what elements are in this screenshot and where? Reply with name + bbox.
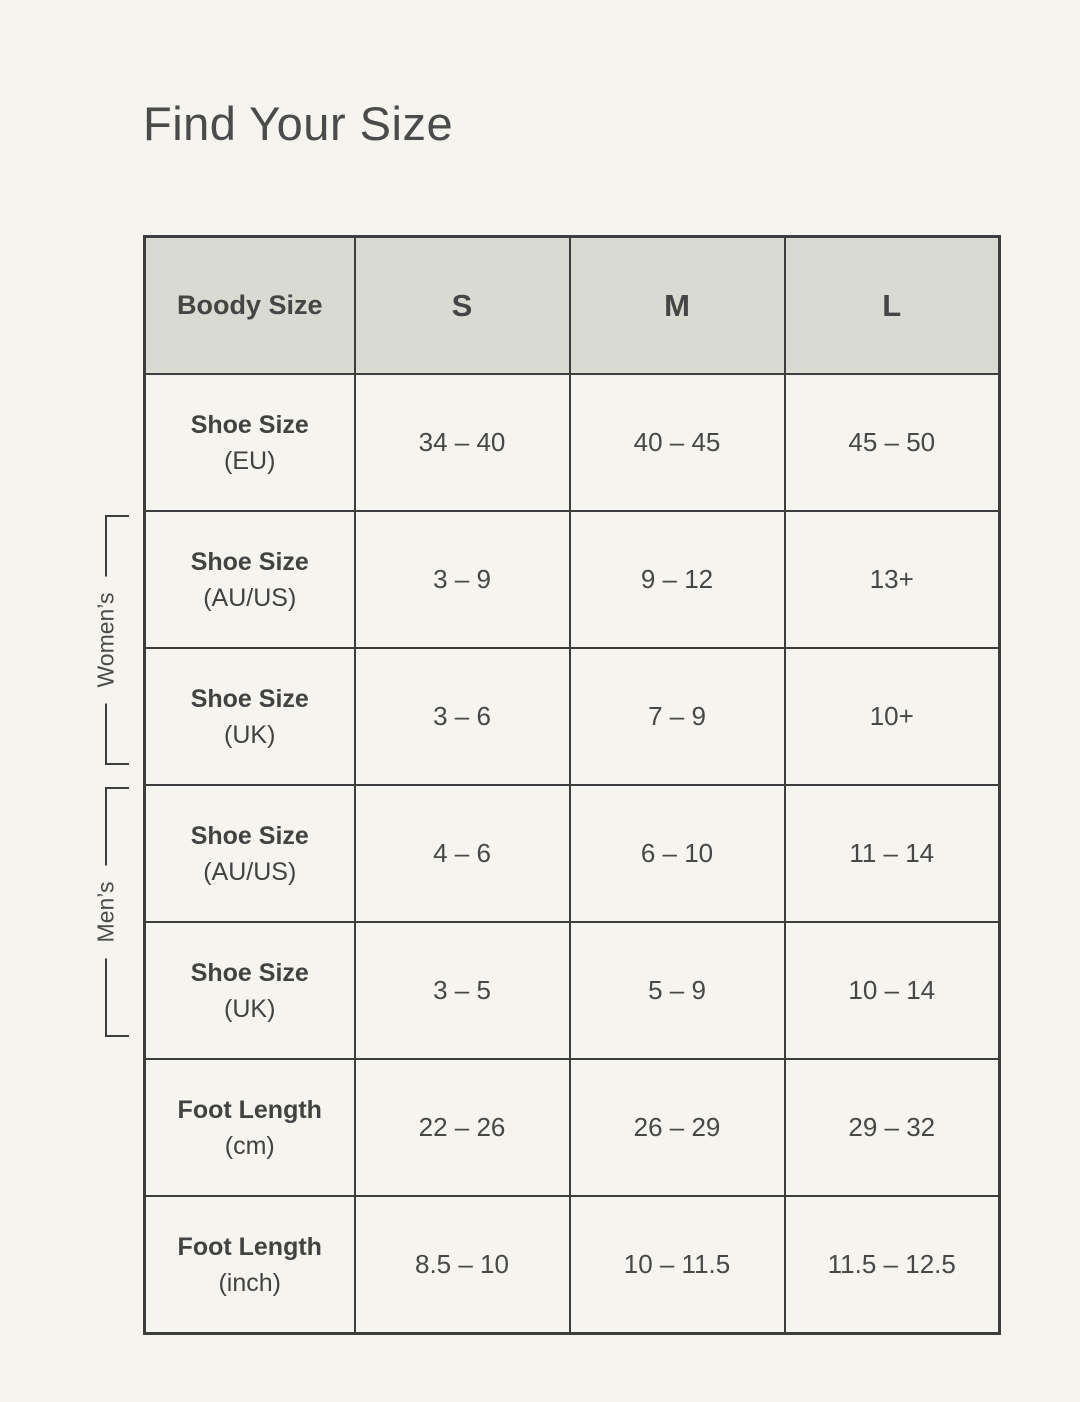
value-cell: 8.5 – 10 xyxy=(353,1195,571,1335)
value-cell: 11.5 – 12.5 xyxy=(783,1195,1001,1335)
value-cell: 26 – 29 xyxy=(568,1058,786,1197)
header-cell-size-m: M xyxy=(568,235,786,375)
table-row-womens-shoe-size-auus: Shoe Size (AU/US) 3 – 9 9 – 12 13+ xyxy=(143,510,1001,649)
value-cell: 3 – 6 xyxy=(353,647,571,786)
row-sublabel: (inch) xyxy=(218,1268,281,1297)
table-row-womens-shoe-size-uk: Shoe Size (UK) 3 – 6 7 – 9 10+ xyxy=(143,647,1001,786)
row-sublabel: (AU/US) xyxy=(203,857,297,886)
header-cell-boody-size: Boody Size xyxy=(143,235,356,375)
value-cell: 7 – 9 xyxy=(568,647,786,786)
header-row: Boody Size S M L xyxy=(143,235,1001,375)
row-label: Shoe Size xyxy=(190,821,309,850)
value-cell: 3 – 5 xyxy=(353,921,571,1060)
row-sublabel: (cm) xyxy=(224,1131,275,1160)
row-sublabel: (UK) xyxy=(224,994,276,1023)
value-cell: 45 – 50 xyxy=(783,373,1001,512)
row-label: Foot Length xyxy=(177,1232,322,1261)
value-cell: 29 – 32 xyxy=(783,1058,1001,1197)
table-row-foot-length-inch: Foot Length (inch) 8.5 – 10 10 – 11.5 11… xyxy=(143,1195,1001,1335)
row-label: Shoe Size xyxy=(190,547,309,576)
value-cell: 11 – 14 xyxy=(783,784,1001,923)
value-cell: 10 – 14 xyxy=(783,921,1001,1060)
row-label: Shoe Size xyxy=(190,958,309,987)
value-cell: 40 – 45 xyxy=(568,373,786,512)
table-row-shoe-size-eu: Shoe Size (EU) 34 – 40 40 – 45 45 – 50 xyxy=(143,373,1001,512)
row-label-cell: Shoe Size (AU/US) xyxy=(143,784,356,923)
womens-group-label: Women’s xyxy=(92,576,120,704)
row-label: Shoe Size xyxy=(190,410,309,439)
value-cell: 3 – 9 xyxy=(353,510,571,649)
table-row-foot-length-cm: Foot Length (cm) 22 – 26 26 – 29 29 – 32 xyxy=(143,1058,1001,1197)
mens-group-label: Men’s xyxy=(92,865,120,959)
row-sublabel: (EU) xyxy=(224,446,276,475)
page-title: Find Your Size xyxy=(143,97,454,150)
mens-group-bracket: Men’s xyxy=(92,787,129,1037)
womens-group-bracket: Women’s xyxy=(92,515,129,765)
table-row-mens-shoe-size-uk: Shoe Size (UK) 3 – 5 5 – 9 10 – 14 xyxy=(143,921,1001,1060)
value-cell: 13+ xyxy=(783,510,1001,649)
value-cell: 9 – 12 xyxy=(568,510,786,649)
value-cell: 10 – 11.5 xyxy=(568,1195,786,1335)
table-row-mens-shoe-size-auus: Shoe Size (AU/US) 4 – 6 6 – 10 11 – 14 xyxy=(143,784,1001,923)
row-label: Foot Length xyxy=(177,1095,322,1124)
row-label: Shoe Size xyxy=(190,684,309,713)
value-cell: 22 – 26 xyxy=(353,1058,571,1197)
value-cell: 10+ xyxy=(783,647,1001,786)
row-label-cell: Foot Length (cm) xyxy=(143,1058,356,1197)
row-label-cell: Shoe Size (UK) xyxy=(143,921,356,1060)
row-label-cell: Shoe Size (UK) xyxy=(143,647,356,786)
header-cell-size-s: S xyxy=(353,235,571,375)
row-sublabel: (AU/US) xyxy=(203,583,297,612)
value-cell: 6 – 10 xyxy=(568,784,786,923)
value-cell: 5 – 9 xyxy=(568,921,786,1060)
size-chart-table: Boody Size S M L Shoe Size (EU) 34 – 40 … xyxy=(143,235,1001,1335)
row-label-cell: Foot Length (inch) xyxy=(143,1195,356,1335)
row-sublabel: (UK) xyxy=(224,720,276,749)
value-cell: 34 – 40 xyxy=(353,373,571,512)
row-label-cell: Shoe Size (AU/US) xyxy=(143,510,356,649)
row-label-cell: Shoe Size (EU) xyxy=(143,373,356,512)
header-cell-size-l: L xyxy=(783,235,1001,375)
value-cell: 4 – 6 xyxy=(353,784,571,923)
